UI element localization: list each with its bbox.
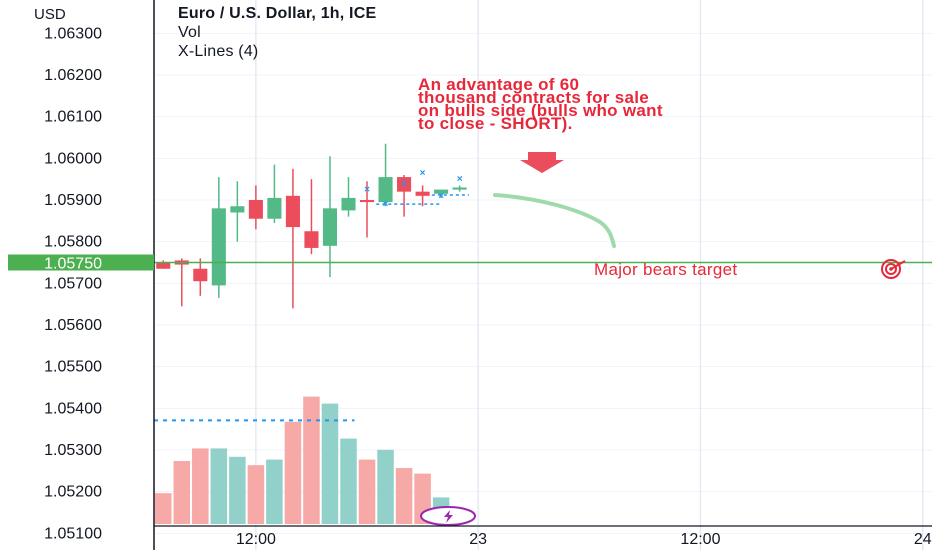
volume-layer — [155, 396, 450, 524]
candle-body — [415, 191, 430, 196]
time-axis[interactable]: 12:00 23 12:00 24 — [154, 525, 932, 548]
candle-body — [156, 262, 171, 269]
xline-marker: × — [364, 185, 370, 196]
volume-bar — [358, 459, 376, 524]
time-tick-label: 12:00 — [236, 531, 276, 548]
volume-bar — [192, 448, 209, 524]
indicator-vol[interactable]: Vol — [178, 24, 201, 41]
volume-bar — [210, 448, 228, 524]
candle-body — [193, 268, 208, 282]
currency-label: USD — [34, 6, 66, 23]
current-price-label: 1.05750 — [44, 256, 102, 273]
candle-body — [378, 177, 393, 203]
target-icon-dart — [890, 260, 906, 270]
price-tick-label: 1.05600 — [44, 317, 102, 334]
bears-target-label[interactable]: Major bears target — [594, 260, 738, 279]
symbol-title[interactable]: Euro / U.S. Dollar, 1h, ICE — [178, 5, 377, 22]
price-tick-label: 1.05100 — [44, 525, 102, 542]
target-icon-ring — [885, 263, 897, 275]
price-tick-label: 1.05900 — [44, 192, 102, 209]
price-axis[interactable]: 1.06300 1.06200 1.06100 1.06000 1.05900 1.058… — [8, 0, 155, 550]
candle-body — [267, 197, 282, 219]
candle-body — [322, 208, 338, 246]
candle-body — [211, 208, 226, 286]
xline-marker: × — [457, 174, 463, 185]
time-tick-label: 24 — [914, 531, 932, 548]
volume-bar — [284, 421, 302, 524]
volume-bar — [377, 449, 394, 524]
advantage-note-line: An advantage of 60 — [418, 75, 580, 94]
price-tick-label: 1.06100 — [44, 109, 102, 126]
volume-bar — [247, 465, 265, 524]
arrow-down-icon[interactable] — [520, 152, 564, 173]
time-tick-label: 12:00 — [680, 531, 720, 548]
candle-layer — [156, 143, 467, 309]
price-tick-label: 1.05700 — [44, 275, 102, 292]
volume-bar — [303, 396, 320, 524]
candle-body — [434, 189, 449, 194]
candle-body — [452, 187, 467, 190]
candle-body — [248, 200, 263, 219]
current-price-badge — [8, 254, 154, 271]
projection-sketch[interactable] — [493, 193, 616, 248]
candle-body — [304, 231, 319, 248]
price-tick-label: 1.06200 — [44, 67, 102, 84]
xline-marker: × — [383, 199, 389, 210]
candle-body — [341, 197, 356, 211]
candle-body — [359, 200, 375, 203]
indicator-xlines[interactable]: X-Lines (4) — [178, 43, 259, 60]
xline-marker: × — [438, 191, 444, 202]
candle-body — [285, 195, 300, 228]
chart-legend: Euro / U.S. Dollar, 1h, ICE Vol X-Lines … — [178, 4, 376, 61]
volume-bar — [155, 493, 172, 524]
price-tick-label: 1.05800 — [44, 234, 102, 251]
lightning-glyph — [444, 510, 453, 523]
volume-bar — [340, 438, 357, 524]
price-tick-label: 1.05400 — [44, 400, 102, 417]
price-tick-label: 1.06300 — [44, 25, 102, 42]
xline-marker: × — [420, 168, 426, 179]
xline-layer: × × × × × × — [154, 168, 469, 422]
volume-bar — [229, 456, 246, 524]
annotation-layer — [154, 152, 932, 526]
price-tick-label: 1.05300 — [44, 442, 102, 459]
candle-body — [397, 177, 412, 192]
price-tick-label: 1.05200 — [44, 484, 102, 501]
grid-layer — [154, 0, 932, 550]
volume-bar — [395, 468, 413, 524]
price-tick-label: 1.06000 — [44, 150, 102, 167]
volume-bar — [321, 403, 339, 524]
candle-body — [230, 206, 245, 213]
volume-bar — [266, 459, 283, 524]
volume-bar — [173, 461, 191, 524]
target-icon[interactable] — [881, 259, 901, 279]
price-tick-label: 1.05500 — [44, 359, 102, 376]
advantage-note-line: thousand contracts for sale — [418, 88, 650, 107]
time-tick-label: 23 — [469, 531, 487, 548]
advantage-note-line: to close - SHORT). — [418, 114, 573, 133]
xline-marker: × — [401, 178, 407, 189]
advantage-note[interactable]: An advantage of 60 thousand contracts fo… — [418, 75, 868, 133]
advantage-note-line: on bulls side (bulls who want — [418, 101, 663, 120]
